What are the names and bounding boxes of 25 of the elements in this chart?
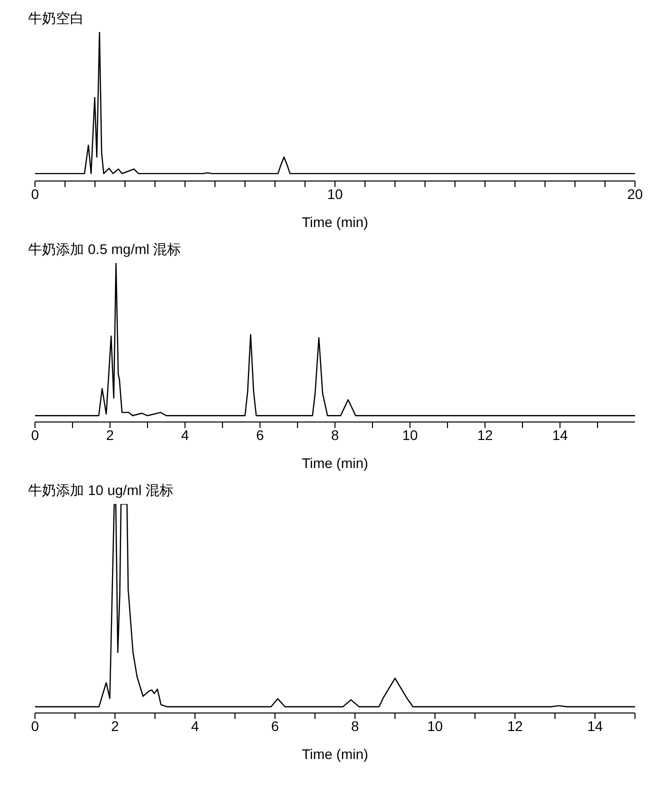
x-tick-label: 20 [627,186,643,202]
x-tick-label: 2 [111,718,120,734]
x-tick-label: 10 [402,426,418,443]
x-tick-label: 12 [477,426,493,443]
chart-title: 牛奶添加 0.5 mg/ml 混标 [27,240,182,259]
x-tick-label: 12 [507,718,523,734]
x-tick-label: 2 [106,426,114,443]
x-tick-label: 4 [191,718,200,734]
x-tick-label: 4 [181,426,190,443]
x-tick-label: 10 [427,718,443,734]
x-tick-label: 10 [327,186,343,202]
x-tick-label: 14 [587,718,603,734]
x-axis-title: Time (min) [302,455,368,471]
x-tick-label: 8 [351,718,360,734]
x-axis-title: Time (min) [302,214,368,230]
x-tick-label: 0 [31,718,40,734]
chart-title: 牛奶空白 [27,9,85,28]
x-axis-title: Time (min) [302,746,368,762]
chart-title: 牛奶添加 10 ug/ml 混标 [27,481,174,500]
x-tick-label: 6 [256,426,264,443]
x-tick-label: 0 [31,426,40,443]
x-tick-label: 6 [271,718,280,734]
x-tick-label: 8 [331,426,340,443]
x-tick-label: 0 [31,186,40,202]
x-tick-label: 14 [552,426,568,443]
